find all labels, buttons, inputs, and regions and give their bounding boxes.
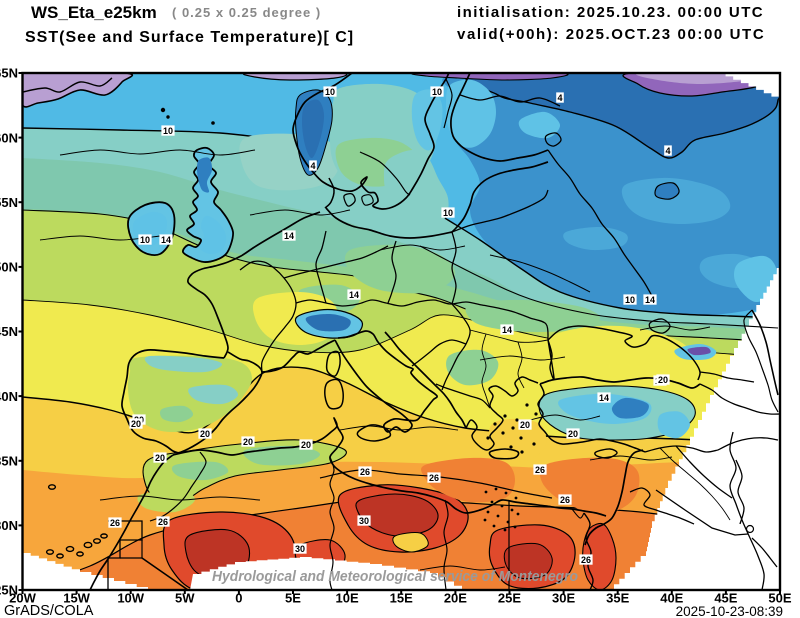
svg-text:45E: 45E	[714, 591, 737, 606]
svg-text:35N: 35N	[0, 453, 18, 468]
svg-text:20: 20	[658, 375, 668, 385]
svg-text:20: 20	[243, 437, 253, 447]
svg-text:20: 20	[155, 453, 165, 463]
svg-text:26: 26	[429, 473, 439, 483]
svg-text:50N: 50N	[0, 260, 18, 275]
svg-text:30: 30	[359, 516, 369, 526]
svg-text:10: 10	[140, 235, 150, 245]
svg-text:40E: 40E	[660, 591, 683, 606]
svg-text:10: 10	[443, 208, 453, 218]
svg-text:25N: 25N	[0, 583, 18, 598]
svg-text:20: 20	[301, 440, 311, 450]
svg-text:15E: 15E	[390, 591, 413, 606]
svg-text:5E: 5E	[285, 591, 301, 606]
svg-text:4: 4	[310, 161, 315, 171]
svg-text:25E: 25E	[498, 591, 521, 606]
svg-text:26: 26	[158, 517, 168, 527]
svg-text:30: 30	[295, 544, 305, 554]
svg-text:20W: 20W	[9, 591, 36, 606]
svg-text:5W: 5W	[175, 591, 195, 606]
svg-text:initialisation: 2025.10.23. 00: initialisation: 2025.10.23. 00:00 UTC	[457, 4, 764, 21]
svg-text:Hydrological and Meteorologica: Hydrological and Meteorological service …	[212, 569, 578, 585]
svg-text:26: 26	[535, 465, 545, 475]
svg-text:15W: 15W	[63, 591, 90, 606]
svg-text:65N: 65N	[0, 66, 18, 81]
svg-text:20: 20	[520, 420, 530, 430]
svg-text:0: 0	[235, 591, 242, 606]
svg-text:( 0.25 x 0.25 degree ): ( 0.25 x 0.25 degree )	[172, 5, 321, 20]
svg-text:14: 14	[645, 295, 655, 305]
svg-text:20: 20	[131, 419, 141, 429]
svg-text:26: 26	[360, 467, 370, 477]
svg-text:26: 26	[560, 495, 570, 505]
svg-text:14: 14	[502, 325, 512, 335]
svg-text:valid(+00h): 2025.OCT.23 00:00: valid(+00h): 2025.OCT.23 00:00 UTC	[457, 26, 765, 43]
svg-text:20: 20	[568, 429, 578, 439]
svg-text:GrADS/COLA: GrADS/COLA	[4, 603, 94, 618]
svg-text:14: 14	[349, 290, 359, 300]
svg-text:4: 4	[665, 146, 670, 156]
svg-text:40N: 40N	[0, 389, 18, 404]
svg-text:26: 26	[110, 518, 120, 528]
svg-text:SST(See and Surface Temperatur: SST(See and Surface Temperature)[ C]	[25, 29, 354, 46]
svg-text:45N: 45N	[0, 324, 18, 339]
svg-text:55N: 55N	[0, 195, 18, 210]
svg-text:20E: 20E	[444, 591, 467, 606]
svg-text:10: 10	[432, 87, 442, 97]
svg-text:10: 10	[325, 87, 335, 97]
svg-text:4: 4	[557, 93, 562, 103]
svg-text:30N: 30N	[0, 518, 18, 533]
svg-text:WS_Eta_e25km: WS_Eta_e25km	[31, 3, 157, 22]
svg-text:50E: 50E	[768, 591, 791, 606]
svg-text:14: 14	[599, 393, 609, 403]
svg-text:10E: 10E	[336, 591, 359, 606]
svg-text:20: 20	[200, 429, 210, 439]
svg-text:26: 26	[581, 555, 591, 565]
svg-text:35E: 35E	[606, 591, 629, 606]
svg-text:60N: 60N	[0, 130, 18, 145]
svg-text:10W: 10W	[117, 591, 144, 606]
svg-text:2025-10-23-08:39: 2025-10-23-08:39	[676, 604, 783, 618]
svg-text:14: 14	[161, 235, 171, 245]
svg-text:30E: 30E	[552, 591, 575, 606]
svg-text:10: 10	[163, 126, 173, 136]
svg-text:14: 14	[284, 231, 294, 241]
svg-text:10: 10	[625, 295, 635, 305]
